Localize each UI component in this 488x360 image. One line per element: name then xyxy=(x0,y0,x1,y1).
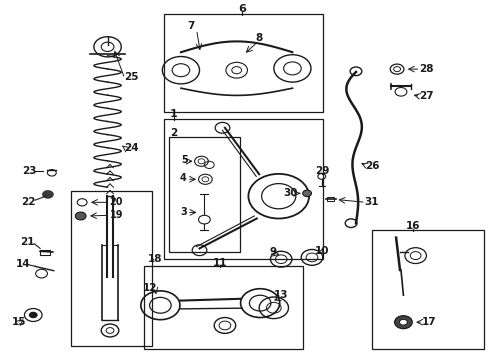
Text: 5: 5 xyxy=(181,155,188,165)
Text: 1: 1 xyxy=(169,109,177,120)
Text: 16: 16 xyxy=(405,221,420,231)
Circle shape xyxy=(75,212,86,220)
Text: 21: 21 xyxy=(20,237,35,247)
Text: 30: 30 xyxy=(283,188,298,198)
Text: 20: 20 xyxy=(109,197,123,207)
Text: 4: 4 xyxy=(180,173,186,183)
Text: 8: 8 xyxy=(255,33,262,43)
Text: 6: 6 xyxy=(238,4,245,14)
Text: 31: 31 xyxy=(364,197,378,207)
Text: 28: 28 xyxy=(418,64,433,74)
Text: 9: 9 xyxy=(269,247,276,257)
Bar xyxy=(163,119,322,259)
Text: 11: 11 xyxy=(212,258,227,268)
Bar xyxy=(144,266,303,349)
Text: 23: 23 xyxy=(22,166,37,176)
Bar xyxy=(40,250,50,255)
Text: 14: 14 xyxy=(16,258,31,269)
Circle shape xyxy=(394,316,411,329)
Text: 2: 2 xyxy=(170,128,177,138)
Text: 7: 7 xyxy=(186,21,194,31)
Text: 27: 27 xyxy=(418,91,433,102)
Bar xyxy=(163,14,322,112)
Text: 26: 26 xyxy=(365,161,379,171)
Text: 29: 29 xyxy=(315,166,329,176)
Text: 25: 25 xyxy=(123,72,138,82)
Text: 15: 15 xyxy=(11,317,26,327)
Text: 22: 22 xyxy=(21,197,36,207)
Text: 10: 10 xyxy=(314,246,328,256)
Text: 3: 3 xyxy=(180,207,186,217)
Bar xyxy=(371,230,483,349)
Circle shape xyxy=(42,190,54,199)
Bar xyxy=(168,137,239,252)
Text: 24: 24 xyxy=(123,143,138,153)
Text: 17: 17 xyxy=(421,317,436,327)
Text: 12: 12 xyxy=(142,283,157,293)
Circle shape xyxy=(399,319,407,325)
Circle shape xyxy=(29,312,38,318)
Bar xyxy=(71,191,151,346)
Circle shape xyxy=(302,190,311,197)
Text: 19: 19 xyxy=(109,210,123,220)
Bar xyxy=(326,197,334,201)
Text: 18: 18 xyxy=(148,254,163,264)
Text: 13: 13 xyxy=(273,290,288,300)
